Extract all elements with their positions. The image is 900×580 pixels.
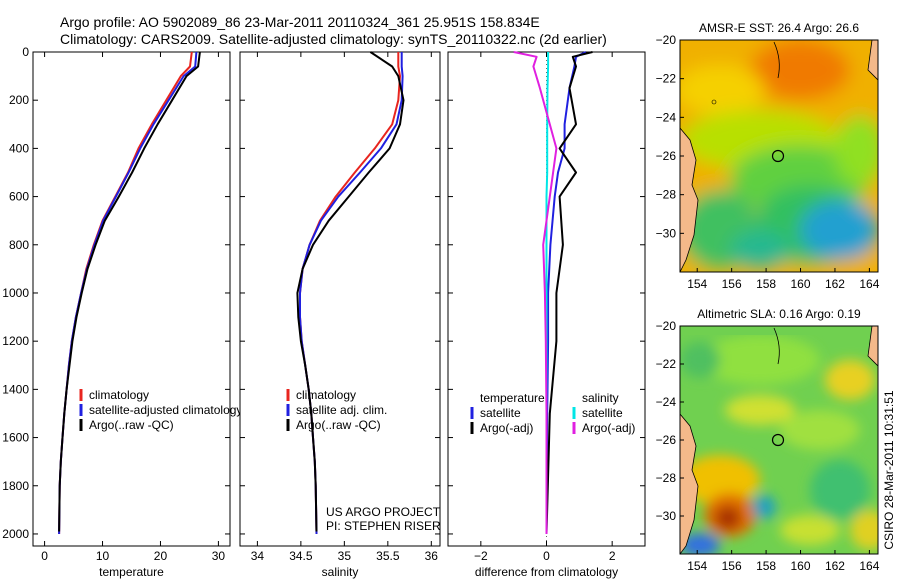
map-y-tick-label: −28 — [656, 471, 677, 485]
legend-label: climatology — [296, 388, 356, 402]
credit-line: PI: STEPHEN RISER — [326, 519, 441, 533]
salinity-axis-label: salinity — [322, 565, 359, 579]
temperature-plot-frame — [32, 51, 231, 547]
temperature-panel: 0 10 20 30 0 200 400 600 800 1000 1200 1400 1600 1800… — [2, 45, 242, 579]
x-tick-label: 2 — [609, 549, 616, 563]
map-x-tick-label: 158 — [756, 559, 776, 573]
map-x-tick-label: 164 — [859, 559, 879, 573]
y-tick-label: 1200 — [2, 334, 29, 348]
map-y-tick-label: −22 — [656, 72, 677, 86]
sst-map: AMSR-E SST: 26.4 Argo: 26.6 154 156 1 — [656, 21, 880, 291]
x-tick-label: 36 — [425, 549, 439, 563]
map-y-tick-label: −22 — [656, 357, 677, 371]
legend-label: Argo(-adj) — [582, 421, 635, 435]
series-line-0 — [545, 51, 587, 535]
legend-label: satellite — [582, 406, 623, 420]
y-tick-label: 1800 — [2, 479, 29, 493]
y-tick-label: 1400 — [2, 382, 29, 396]
header-line-1: Argo profile: AO 5902089_86 23-Mar-2011 … — [60, 14, 540, 30]
difference-panel: −2 0 2 difference from climatology temperatu… — [447, 51, 646, 579]
x-tick-label: 20 — [154, 549, 168, 563]
map-y-tick-label: −20 — [656, 319, 677, 333]
map-y-tick-label: −30 — [656, 226, 677, 240]
sla-map: Altimetric SLA: 0.16 Argo: 0.19 — [656, 307, 880, 573]
legend-label: satellite — [480, 406, 521, 420]
difference-axis-label: difference from climatology — [475, 565, 618, 579]
series-line-2 — [296, 51, 405, 532]
legend-label: Argo(-adj) — [480, 421, 533, 435]
map-y-tick-label: −30 — [656, 509, 677, 523]
legend-label: Argo(..raw -QC) — [296, 418, 381, 432]
map-x-tick-label: 154 — [687, 277, 707, 291]
sst-map-title: AMSR-E SST: 26.4 Argo: 26.6 — [699, 21, 859, 35]
map-x-tick-label: 156 — [722, 277, 742, 291]
map-y-tick-label: −26 — [656, 433, 677, 447]
map-y-tick-label: −24 — [656, 110, 677, 124]
x-tick-label: 30 — [212, 549, 226, 563]
y-tick-label: 2000 — [2, 527, 29, 541]
y-tick-label: 600 — [9, 190, 29, 204]
salinity-plot-frame — [239, 51, 441, 547]
credit-line: US ARGO PROJECT — [326, 505, 441, 519]
map-y-tick-label: −28 — [656, 188, 677, 202]
series-line-2 — [58, 51, 201, 532]
map-x-tick-label: 162 — [825, 559, 845, 573]
y-tick-label: 1000 — [2, 286, 29, 300]
y-tick-label: 200 — [9, 93, 29, 107]
side-timestamp: CSIRO 28-Mar-2011 10:31:51 — [882, 390, 896, 550]
map-x-tick-label: 164 — [859, 277, 879, 291]
map-x-tick-label: 154 — [687, 559, 707, 573]
temperature-axis-label: temperature — [99, 565, 164, 579]
map-x-tick-label: 162 — [825, 277, 845, 291]
x-tick-label: 34 — [251, 549, 265, 563]
x-tick-label: 35.5 — [376, 549, 400, 563]
map-x-tick-label: 156 — [722, 559, 742, 573]
sla-map-title: Altimetric SLA: 0.16 Argo: 0.19 — [697, 307, 861, 321]
x-tick-label: 0 — [41, 549, 48, 563]
y-tick-label: 800 — [9, 238, 29, 252]
x-tick-label: 35 — [338, 549, 352, 563]
y-tick-label: 400 — [9, 141, 29, 155]
legend-label: satellite-adjusted climatology — [89, 403, 242, 417]
legend-group-title: temperature — [480, 391, 545, 405]
legend-label: satellite adj. clim. — [296, 403, 387, 417]
map-x-tick-label: 160 — [791, 277, 811, 291]
series-line-3 — [513, 51, 558, 534]
x-tick-label: 0 — [543, 549, 550, 563]
legend-label: climatology — [89, 388, 149, 402]
x-tick-label: 34.5 — [289, 549, 313, 563]
legend-group-title: salinity — [582, 391, 619, 405]
x-tick-label: 10 — [96, 549, 110, 563]
salinity-panel: 34 34.5 35 35.5 36 salinity climatologysatelli… — [239, 51, 441, 579]
map-y-tick-label: −24 — [656, 395, 677, 409]
map-x-tick-label: 160 — [791, 559, 811, 573]
map-y-tick-label: −26 — [656, 149, 677, 163]
y-tick-label: 1600 — [2, 431, 29, 445]
map-x-tick-label: 158 — [756, 277, 776, 291]
header-line-2: Climatology: CARS2009. Satellite-adjuste… — [60, 31, 607, 47]
legend-label: Argo(..raw -QC) — [89, 418, 174, 432]
series-line-1 — [545, 51, 593, 535]
y-tick-label: 0 — [22, 45, 29, 59]
map-y-tick-label: −20 — [656, 33, 677, 47]
x-tick-label: −2 — [474, 549, 488, 563]
